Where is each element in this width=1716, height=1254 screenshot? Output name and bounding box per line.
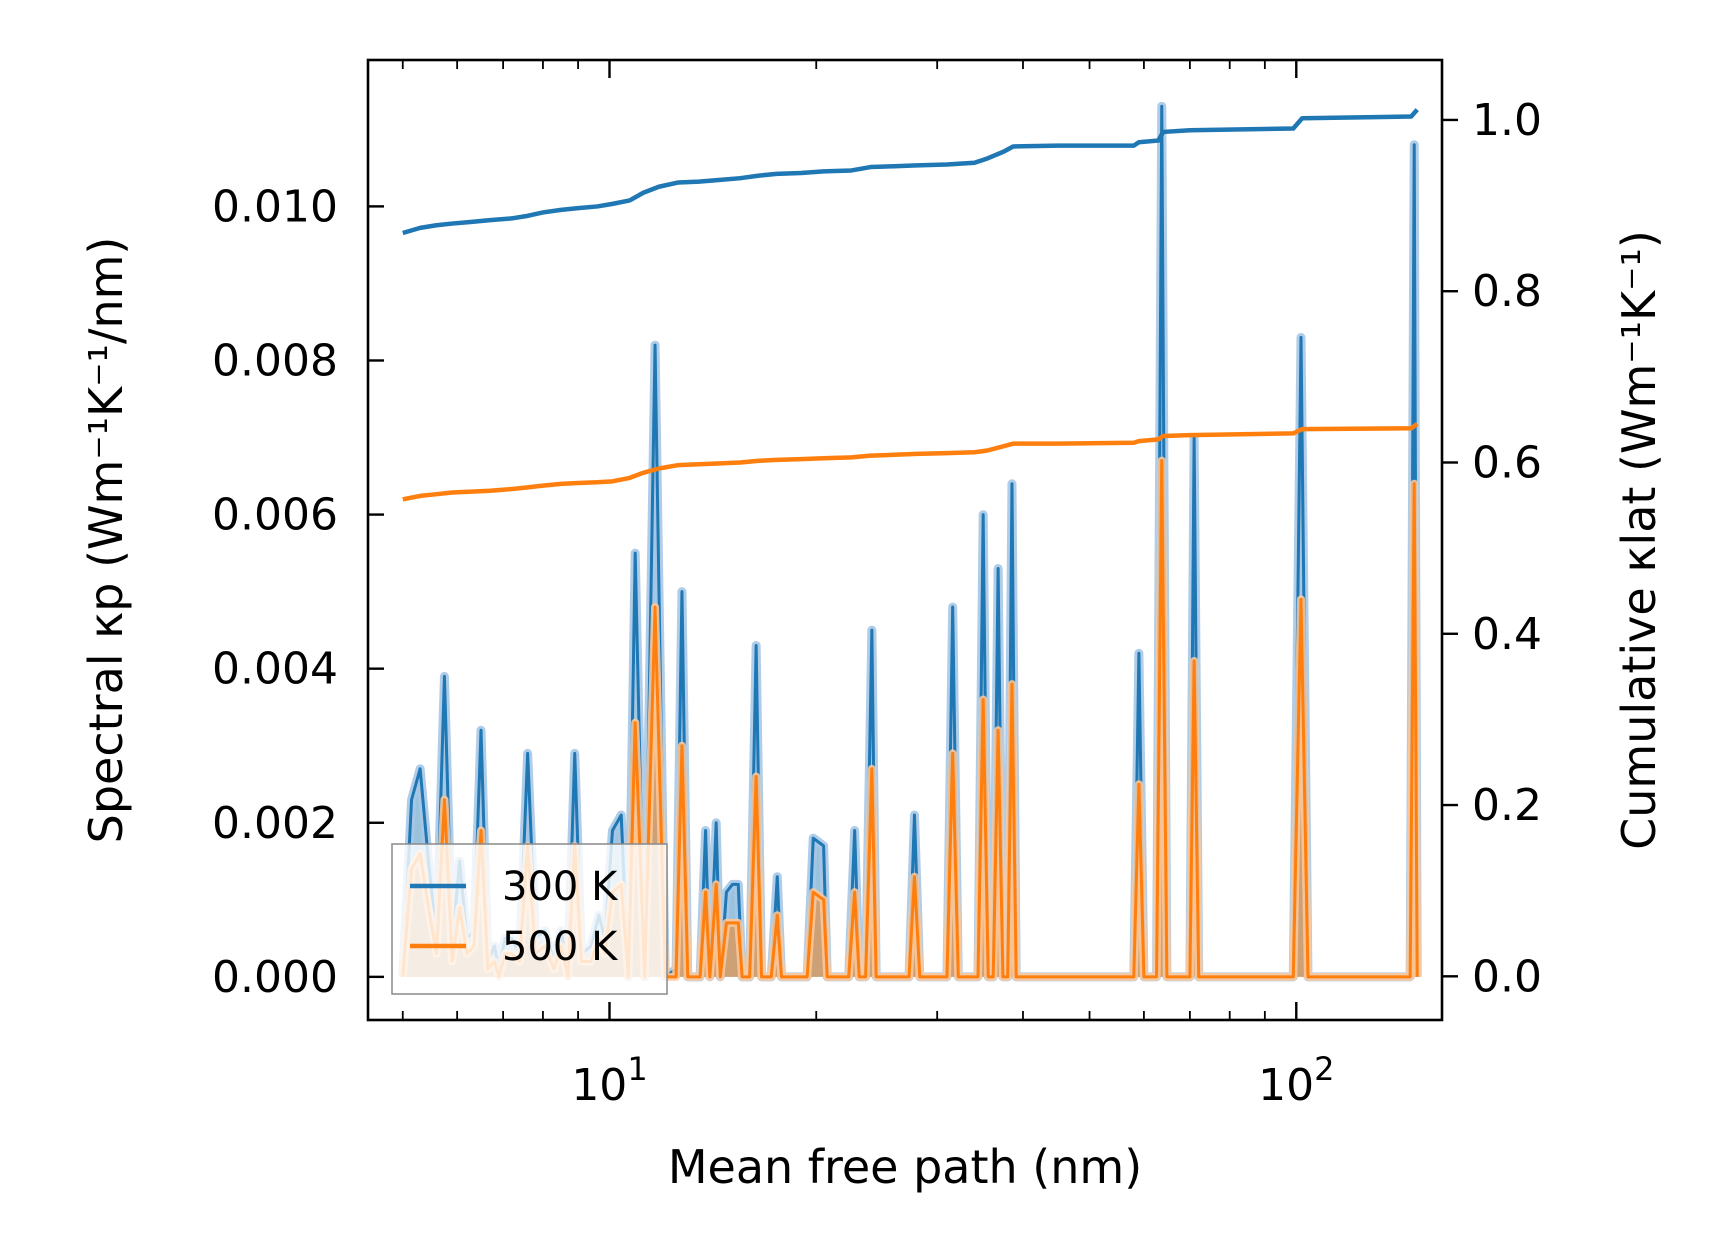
plot-frame: [366, 58, 1444, 1022]
legend-box: [391, 843, 668, 995]
legend-label-300k: 300 K: [502, 864, 619, 910]
x-tick-label: 102: [1258, 1050, 1334, 1111]
left-y-tick-label: 0.006: [212, 490, 338, 541]
left-y-tick-label: 0.010: [212, 181, 338, 232]
ticks-layer: 0.000 0.002 0.004 0.006 0.008 0.010 0.0 0.2 0.4 0…: [212, 60, 1542, 1111]
right-y-tick-label: 0.6: [1472, 437, 1542, 488]
x-axis-title: Mean free path (nm): [668, 1140, 1142, 1194]
x-tick-label: 101: [571, 1050, 647, 1111]
right-y-tick-label: 1.0: [1472, 95, 1542, 146]
right-y-tick-label: 0.4: [1472, 609, 1542, 660]
cumulative-500k-line: [402, 422, 1419, 502]
left-y-axis-title: Spectral κp (Wm⁻¹K⁻¹/nm): [79, 237, 133, 844]
legend-label-500k: 500 K: [502, 924, 619, 970]
cumulative-300k-line: [402, 108, 1419, 236]
left-y-tick-label: 0.008: [212, 335, 338, 386]
right-y-axis-title: Cumulative κlat (Wm⁻¹K⁻¹): [1612, 230, 1666, 850]
right-y-tick-label: 0.2: [1472, 780, 1542, 831]
right-y-tick-label: 0.0: [1472, 951, 1542, 1002]
right-y-tick-label: 0.8: [1472, 266, 1542, 317]
left-y-tick-label: 0.002: [212, 798, 338, 849]
left-y-tick-label: 0.004: [212, 644, 338, 695]
legend: 300 K 500 K: [391, 843, 668, 995]
left-y-tick-label: 0.000: [212, 952, 338, 1003]
